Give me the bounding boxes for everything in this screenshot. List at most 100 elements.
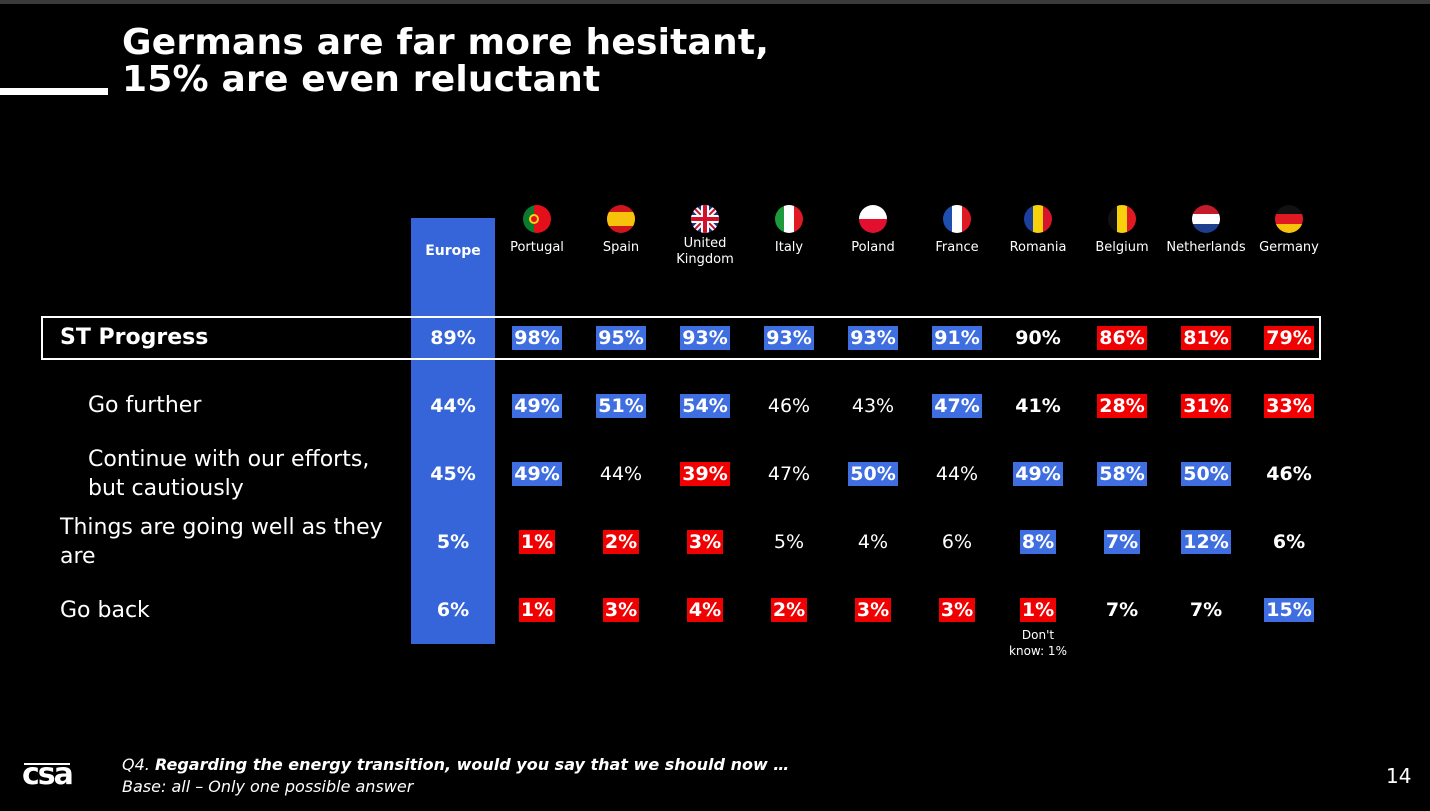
row-label-continue-cautiously: Continue with our efforts, but cautiousl… bbox=[88, 445, 369, 503]
column-header-france: France bbox=[915, 204, 999, 256]
value-text: 33% bbox=[1264, 394, 1314, 418]
value-text: 50% bbox=[848, 462, 898, 486]
column-label-france: France bbox=[935, 240, 979, 255]
column-label-poland: Poland bbox=[851, 240, 895, 255]
value-cell: 1% bbox=[996, 598, 1080, 622]
value-text: 1% bbox=[1019, 598, 1057, 622]
value-cell: 43% bbox=[831, 394, 915, 418]
value-cell: 4% bbox=[831, 530, 915, 554]
value-text: 5% bbox=[436, 531, 470, 553]
value-cell: 58% bbox=[1080, 462, 1164, 486]
value-text: 93% bbox=[848, 326, 898, 350]
title-line-2: 15% are even reluctant bbox=[122, 59, 601, 100]
value-text: 44% bbox=[935, 463, 979, 485]
value-cell: 45% bbox=[411, 462, 495, 486]
value-text: 3% bbox=[602, 598, 640, 622]
value-text: 47% bbox=[767, 463, 811, 485]
germany-flag-icon bbox=[1274, 204, 1304, 234]
value-cell: 47% bbox=[747, 462, 831, 486]
spain-flag-icon bbox=[606, 204, 636, 234]
value-cell: 49% bbox=[996, 462, 1080, 486]
value-cell: 3% bbox=[831, 598, 915, 622]
row-label-go-back: Go back bbox=[60, 598, 150, 623]
row-label-continue-line-2: but cautiously bbox=[88, 476, 244, 501]
column-header-romania: Romania bbox=[996, 204, 1080, 256]
question-text: Regarding the energy transition, would y… bbox=[154, 755, 790, 774]
value-text: 43% bbox=[851, 395, 895, 417]
value-text: 98% bbox=[512, 326, 562, 350]
page-title: Germans are far more hesitant, 15% are e… bbox=[122, 24, 769, 98]
value-text: 93% bbox=[764, 326, 814, 350]
value-cell: 89% bbox=[411, 326, 495, 350]
value-cell: 49% bbox=[495, 394, 579, 418]
page-number: 14 bbox=[1386, 764, 1412, 788]
value-text: 49% bbox=[512, 394, 562, 418]
value-text: 47% bbox=[932, 394, 982, 418]
poland-flag-icon bbox=[858, 204, 888, 234]
row-label-going-well: Things are going well as they are bbox=[60, 513, 383, 571]
value-cell: 41% bbox=[996, 394, 1080, 418]
value-text: 2% bbox=[770, 598, 808, 622]
value-cell: 6% bbox=[411, 598, 495, 622]
value-text: 50% bbox=[1181, 462, 1231, 486]
value-text: 90% bbox=[1015, 327, 1061, 349]
column-header-germany: Germany bbox=[1247, 204, 1331, 256]
value-text: 91% bbox=[932, 326, 982, 350]
value-cell: 4% bbox=[663, 598, 747, 622]
value-cell: 28% bbox=[1080, 394, 1164, 418]
value-text: 54% bbox=[680, 394, 730, 418]
row-label-go-further: Go further bbox=[88, 393, 202, 418]
value-text: 3% bbox=[686, 530, 724, 554]
value-text: 45% bbox=[430, 463, 476, 485]
value-cell: 3% bbox=[579, 598, 663, 622]
value-cell: 95% bbox=[579, 326, 663, 350]
value-cell: 79% bbox=[1247, 326, 1331, 350]
portugal-flag-icon bbox=[522, 204, 552, 234]
column-header-poland: Poland bbox=[831, 204, 915, 256]
value-cell: 7% bbox=[1080, 530, 1164, 554]
value-cell: 44% bbox=[915, 462, 999, 486]
value-cell: 8% bbox=[996, 530, 1080, 554]
value-cell: 1% bbox=[495, 530, 579, 554]
value-cell: 7% bbox=[1164, 598, 1248, 622]
column-header-portugal: Portugal bbox=[495, 204, 579, 256]
value-cell: 86% bbox=[1080, 326, 1164, 350]
value-text: 46% bbox=[767, 395, 811, 417]
value-cell: 39% bbox=[663, 462, 747, 486]
value-text: 3% bbox=[938, 598, 976, 622]
value-text: 2% bbox=[602, 530, 640, 554]
value-text: 79% bbox=[1264, 326, 1314, 350]
value-text: 58% bbox=[1097, 462, 1147, 486]
value-text: 49% bbox=[512, 462, 562, 486]
value-text: 51% bbox=[596, 394, 646, 418]
value-cell: 49% bbox=[495, 462, 579, 486]
column-header-italy: Italy bbox=[747, 204, 831, 256]
value-cell: 44% bbox=[411, 394, 495, 418]
value-text: 86% bbox=[1097, 326, 1147, 350]
column-label-spain: Spain bbox=[602, 240, 640, 255]
value-text: 4% bbox=[686, 598, 724, 622]
column-label-portugal: Portugal bbox=[510, 240, 564, 255]
value-cell: 54% bbox=[663, 394, 747, 418]
title-rule bbox=[0, 88, 108, 95]
romania-dont-know-note: Don't know: 1% bbox=[996, 627, 1080, 659]
value-text: 39% bbox=[680, 462, 730, 486]
value-cell: 93% bbox=[831, 326, 915, 350]
value-cell: 91% bbox=[915, 326, 999, 350]
value-text: 8% bbox=[1019, 530, 1057, 554]
france-flag-icon bbox=[942, 204, 972, 234]
column-header-united-kingdom: United Kingdom bbox=[663, 204, 747, 268]
column-label-italy: Italy bbox=[774, 240, 804, 255]
row-label-continue-line-1: Continue with our efforts, bbox=[88, 447, 370, 472]
value-text: 12% bbox=[1181, 530, 1231, 554]
row-label-going-well-line-1: Things are going well as they bbox=[60, 515, 383, 540]
value-text: 46% bbox=[1266, 463, 1312, 485]
value-text: 44% bbox=[599, 463, 643, 485]
title-line-1: Germans are far more hesitant, bbox=[122, 22, 770, 63]
value-cell: 81% bbox=[1164, 326, 1248, 350]
value-cell: 93% bbox=[747, 326, 831, 350]
top-border bbox=[0, 0, 1430, 4]
value-text: 15% bbox=[1264, 598, 1314, 622]
value-text: 49% bbox=[1013, 462, 1063, 486]
footer-question: Q4. Regarding the energy transition, wou… bbox=[122, 754, 789, 798]
